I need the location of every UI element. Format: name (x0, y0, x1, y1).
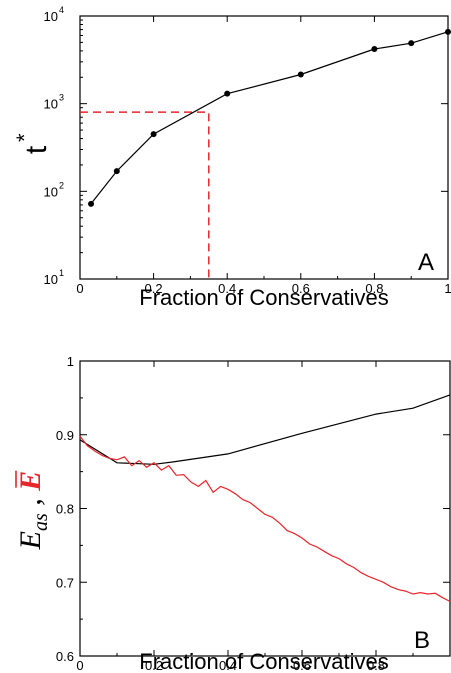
panel-a-data-point (224, 90, 231, 97)
panel-a-frame (79, 15, 449, 280)
panel-a-threshold-dashed-line (80, 111, 210, 279)
panel-a-data-point (88, 200, 95, 207)
panel-a-label: A (418, 249, 434, 276)
panel-b-series-black (79, 394, 451, 465)
panel-a-data-point (150, 131, 157, 138)
panel-b-ylabel-e: E (14, 531, 47, 550)
panel-b-ytick-label: 0.6 (56, 649, 74, 664)
panel-b-ylabel-ebar: E (14, 471, 47, 492)
panel-b-ytick-label: 0.7 (56, 575, 74, 590)
panel-b-frame (79, 360, 451, 657)
panel-b-ytick-label: 0.9 (56, 428, 74, 443)
panel-a-ytick-exponent: 3 (59, 93, 64, 103)
panel-a-ytick-label: 10 (44, 9, 58, 24)
panel-a-ylabel-t: t (20, 145, 53, 154)
panel-b-xtick-label: 0.2 (145, 658, 163, 673)
panel-a-ytick-exponent: 1 (59, 268, 64, 278)
panel-b-xtick-label: 0.8 (367, 658, 385, 673)
panel-a-ytick-exponent: 4 (59, 5, 64, 15)
panel-b-ytick-label: 1 (67, 354, 74, 369)
svg-text:Eas , E: Eas , E (14, 471, 52, 551)
panel-a-xlabel: Fraction of Conservatives (139, 285, 388, 310)
panel-a-xtick-label: 0.6 (292, 281, 310, 296)
panel-a-ytick-exponent: 2 (59, 180, 64, 190)
panel-a-ylabel: t * (12, 133, 53, 154)
panel-a-data-point (408, 40, 415, 47)
panel-b-series-red (79, 435, 451, 602)
panel-b-ytick-label: 0.8 (56, 502, 74, 517)
panel-b-ticks: 0 0.2 0.4 0.6 0.8 0.6 0.7 0.8 0.9 1 (56, 354, 450, 673)
panel-a-xtick-label: 0.8 (365, 281, 383, 296)
panel-b-ylabel-sep: , (14, 491, 47, 514)
panel-a-points (88, 28, 451, 207)
panel-a-xtick-label: 0.2 (145, 281, 163, 296)
panel-a-ytick-label: 10 (44, 184, 58, 199)
panel-a-series-line (90, 31, 449, 205)
panel-b-ylabel-sub: as (30, 513, 52, 531)
panel-a-ytick-label: 10 (44, 97, 58, 112)
panel-a-data-point (371, 46, 378, 53)
panel-a-ytick-label: 10 (44, 272, 58, 287)
panel-b-ylabel: Eas , E (14, 470, 52, 551)
panel-b-label: B (414, 627, 430, 654)
panel-a-ylabel-star: * (12, 133, 37, 142)
panel-a-data-point (113, 168, 120, 175)
panel-a-xtick-label: 0 (76, 281, 83, 296)
panel-b-xlabel: Fraction of Conservatives (139, 649, 388, 673)
svg-text:*: * (12, 133, 37, 142)
panel-a-xtick-label: 0.4 (218, 281, 236, 296)
panel-b-xtick-label: 0.4 (219, 658, 237, 673)
panel-b-xtick-label: 0.6 (293, 658, 311, 673)
panel-a-data-point (297, 71, 304, 78)
panel-a-data-point (445, 28, 451, 35)
panel-a-xtick-label: 1 (444, 281, 451, 296)
panel-b-xtick-label: 0 (76, 658, 83, 673)
svg-text:t: t (20, 145, 53, 154)
